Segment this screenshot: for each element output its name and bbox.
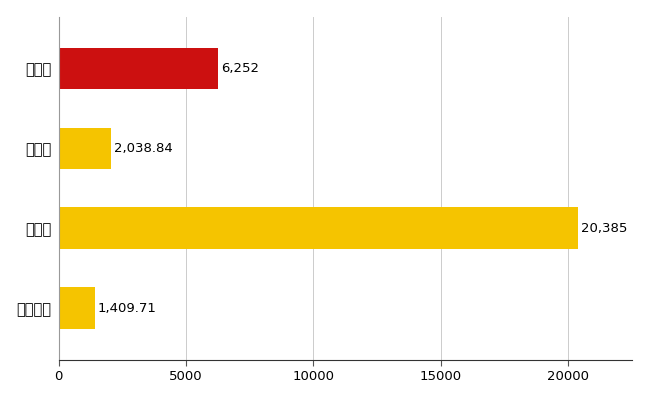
Bar (58, 48, 218, 89)
Bar (58, 287, 94, 329)
Text: 1,409.71: 1,409.71 (98, 302, 157, 314)
Text: 20,385: 20,385 (581, 222, 627, 235)
Text: 6,252: 6,252 (221, 62, 259, 75)
Text: 2,038.84: 2,038.84 (114, 142, 172, 155)
Bar (58, 128, 110, 169)
Bar (58, 208, 578, 249)
